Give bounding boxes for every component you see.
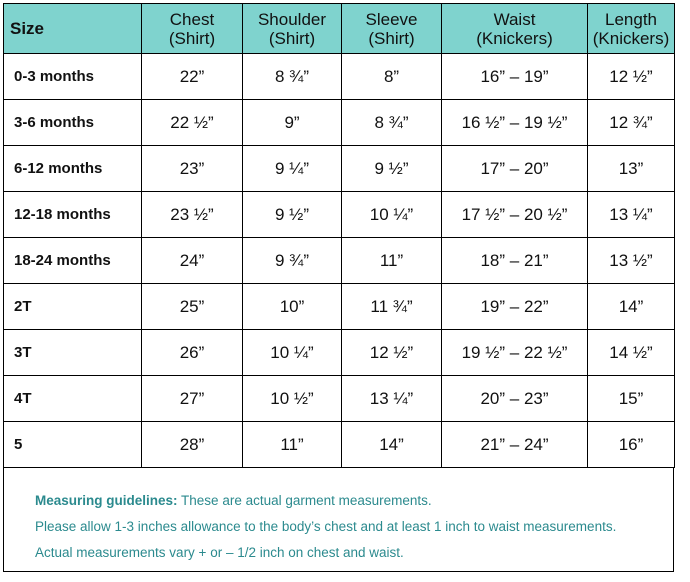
header-text: (Shirt) bbox=[368, 28, 415, 48]
header-text: (Knickers) bbox=[592, 28, 670, 48]
table-row: 12-18 months 23 ½” 9 ½” 10 ¼” 17 ½” – 20 ½” 1… bbox=[3, 191, 675, 238]
table-row: 0-3 months 22” 8 ¾” 8” 16” – 19” 12 ½” bbox=[3, 53, 675, 100]
table-row: 6-12 months 23” 9 ¼” 9 ½” 17” – 20” 13” bbox=[3, 145, 675, 192]
measure-cell: 10 ¼” bbox=[341, 191, 442, 238]
measure-cell: 21” – 24” bbox=[441, 421, 588, 468]
measure-cell: 26” bbox=[141, 329, 243, 376]
table-row: 18-24 months 24” 9 ¾” 11” 18” – 21” 13 ½” bbox=[3, 237, 675, 284]
measure-cell: 16” bbox=[587, 421, 675, 468]
header-text: Length bbox=[605, 9, 657, 29]
measure-cell: 9 ½” bbox=[341, 145, 442, 192]
table-row: 2T 25” 10” 11 ¾” 19” – 22” 14” bbox=[3, 283, 675, 330]
measure-cell: 20” – 23” bbox=[441, 375, 588, 422]
measure-cell: 14” bbox=[587, 283, 675, 330]
header-text: Chest bbox=[169, 9, 215, 29]
header-text: Shoulder bbox=[257, 9, 327, 29]
size-cell: 5 bbox=[3, 421, 142, 468]
measure-cell: 16 ½” – 19 ½” bbox=[441, 99, 588, 146]
header-row: Size Chest (Shirt) Shoulder (Shirt) Sleeve (Sh… bbox=[3, 3, 675, 54]
guideline-text: These are actual garment measurements. bbox=[181, 493, 432, 508]
measure-cell: 28” bbox=[141, 421, 243, 468]
measure-cell: 13 ¼” bbox=[341, 375, 442, 422]
header-text: Sleeve bbox=[365, 9, 418, 29]
measure-cell: 12 ½” bbox=[587, 53, 675, 100]
header-cell: Length (Knickers) bbox=[587, 3, 675, 54]
measure-cell: 17 ½” – 20 ½” bbox=[441, 191, 588, 238]
measure-cell: 11” bbox=[242, 421, 342, 468]
table-row: 5 28” 11” 14” 21” – 24” 16” bbox=[3, 421, 675, 468]
measure-cell: 13” bbox=[587, 145, 675, 192]
measure-cell: 22” bbox=[141, 53, 243, 100]
size-cell: 18-24 months bbox=[3, 237, 142, 284]
size-chart: Size Chest (Shirt) Shoulder (Shirt) Sleeve (Sh… bbox=[3, 3, 675, 572]
measure-cell: 13 ¼” bbox=[587, 191, 675, 238]
header-text: Waist bbox=[493, 9, 536, 29]
size-table: Size Chest (Shirt) Shoulder (Shirt) Sleeve (Sh… bbox=[3, 3, 675, 468]
measure-cell: 25” bbox=[141, 283, 243, 330]
header-text: (Shirt) bbox=[268, 28, 316, 48]
measure-cell: 14 ½” bbox=[587, 329, 675, 376]
guideline-line: Measuring guidelines: These are actual g… bbox=[35, 488, 673, 514]
header-cell: Shoulder (Shirt) bbox=[242, 3, 342, 54]
measure-cell: 9 ½” bbox=[242, 191, 342, 238]
measure-cell: 15” bbox=[587, 375, 675, 422]
header-text: Size bbox=[10, 19, 45, 38]
measure-cell: 12 ½” bbox=[341, 329, 442, 376]
table-body: Size Chest (Shirt) Shoulder (Shirt) Sleeve (Sh… bbox=[3, 3, 675, 468]
size-cell: 6-12 months bbox=[3, 145, 142, 192]
table-row: 3-6 months 22 ½” 9” 8 ¾” 16 ½” – 19 ½” 12 ¾” bbox=[3, 99, 675, 146]
header-text: (Knickers) bbox=[476, 28, 553, 48]
measure-cell: 10 ½” bbox=[242, 375, 342, 422]
header-cell: Sleeve (Shirt) bbox=[341, 3, 442, 54]
measure-cell: 9 ¾” bbox=[242, 237, 342, 284]
measure-cell: 24” bbox=[141, 237, 243, 284]
measure-cell: 8” bbox=[341, 53, 442, 100]
measure-cell: 12 ¾” bbox=[587, 99, 675, 146]
size-cell: 3-6 months bbox=[3, 99, 142, 146]
measure-cell: 14” bbox=[341, 421, 442, 468]
size-cell: 12-18 months bbox=[3, 191, 142, 238]
header-cell: Waist (Knickers) bbox=[441, 3, 588, 54]
measure-cell: 10” bbox=[242, 283, 342, 330]
measure-cell: 17” – 20” bbox=[441, 145, 588, 192]
measure-cell: 16” – 19” bbox=[441, 53, 588, 100]
measure-cell: 9 ¼” bbox=[242, 145, 342, 192]
measure-cell: 19 ½” – 22 ½” bbox=[441, 329, 588, 376]
header-cell: Size bbox=[3, 3, 142, 54]
guideline-label: Measuring guidelines: bbox=[35, 493, 178, 508]
measure-cell: 22 ½” bbox=[141, 99, 243, 146]
measure-cell: 18” – 21” bbox=[441, 237, 588, 284]
size-cell: 3T bbox=[3, 329, 142, 376]
measure-cell: 23 ½” bbox=[141, 191, 243, 238]
measure-cell: 10 ¼” bbox=[242, 329, 342, 376]
guideline-line: Please allow 1-3 inches allowance to the… bbox=[35, 519, 617, 534]
header-cell: Chest (Shirt) bbox=[141, 3, 243, 54]
size-cell: 0-3 months bbox=[3, 53, 142, 100]
guideline-line: Actual measurements vary + or – 1/2 inch… bbox=[35, 545, 404, 560]
measure-cell: 9” bbox=[242, 99, 342, 146]
size-cell: 2T bbox=[3, 283, 142, 330]
measure-cell: 27” bbox=[141, 375, 243, 422]
measure-cell: 11 ¾” bbox=[341, 283, 442, 330]
header-text: (Shirt) bbox=[168, 28, 216, 48]
measure-cell: 13 ½” bbox=[587, 237, 675, 284]
measure-cell: 8 ¾” bbox=[242, 53, 342, 100]
measure-cell: 23” bbox=[141, 145, 243, 192]
measure-cell: 19” – 22” bbox=[441, 283, 588, 330]
table-row: 4T 27” 10 ½” 13 ¼” 20” – 23” 15” bbox=[3, 375, 675, 422]
size-cell: 4T bbox=[3, 375, 142, 422]
measure-cell: 11” bbox=[341, 237, 442, 284]
measure-cell: 8 ¾” bbox=[341, 99, 442, 146]
table-row: 3T 26” 10 ¼” 12 ½” 19 ½” – 22 ½” 14 ½” bbox=[3, 329, 675, 376]
guidelines: Measuring guidelines: These are actual g… bbox=[3, 468, 674, 572]
